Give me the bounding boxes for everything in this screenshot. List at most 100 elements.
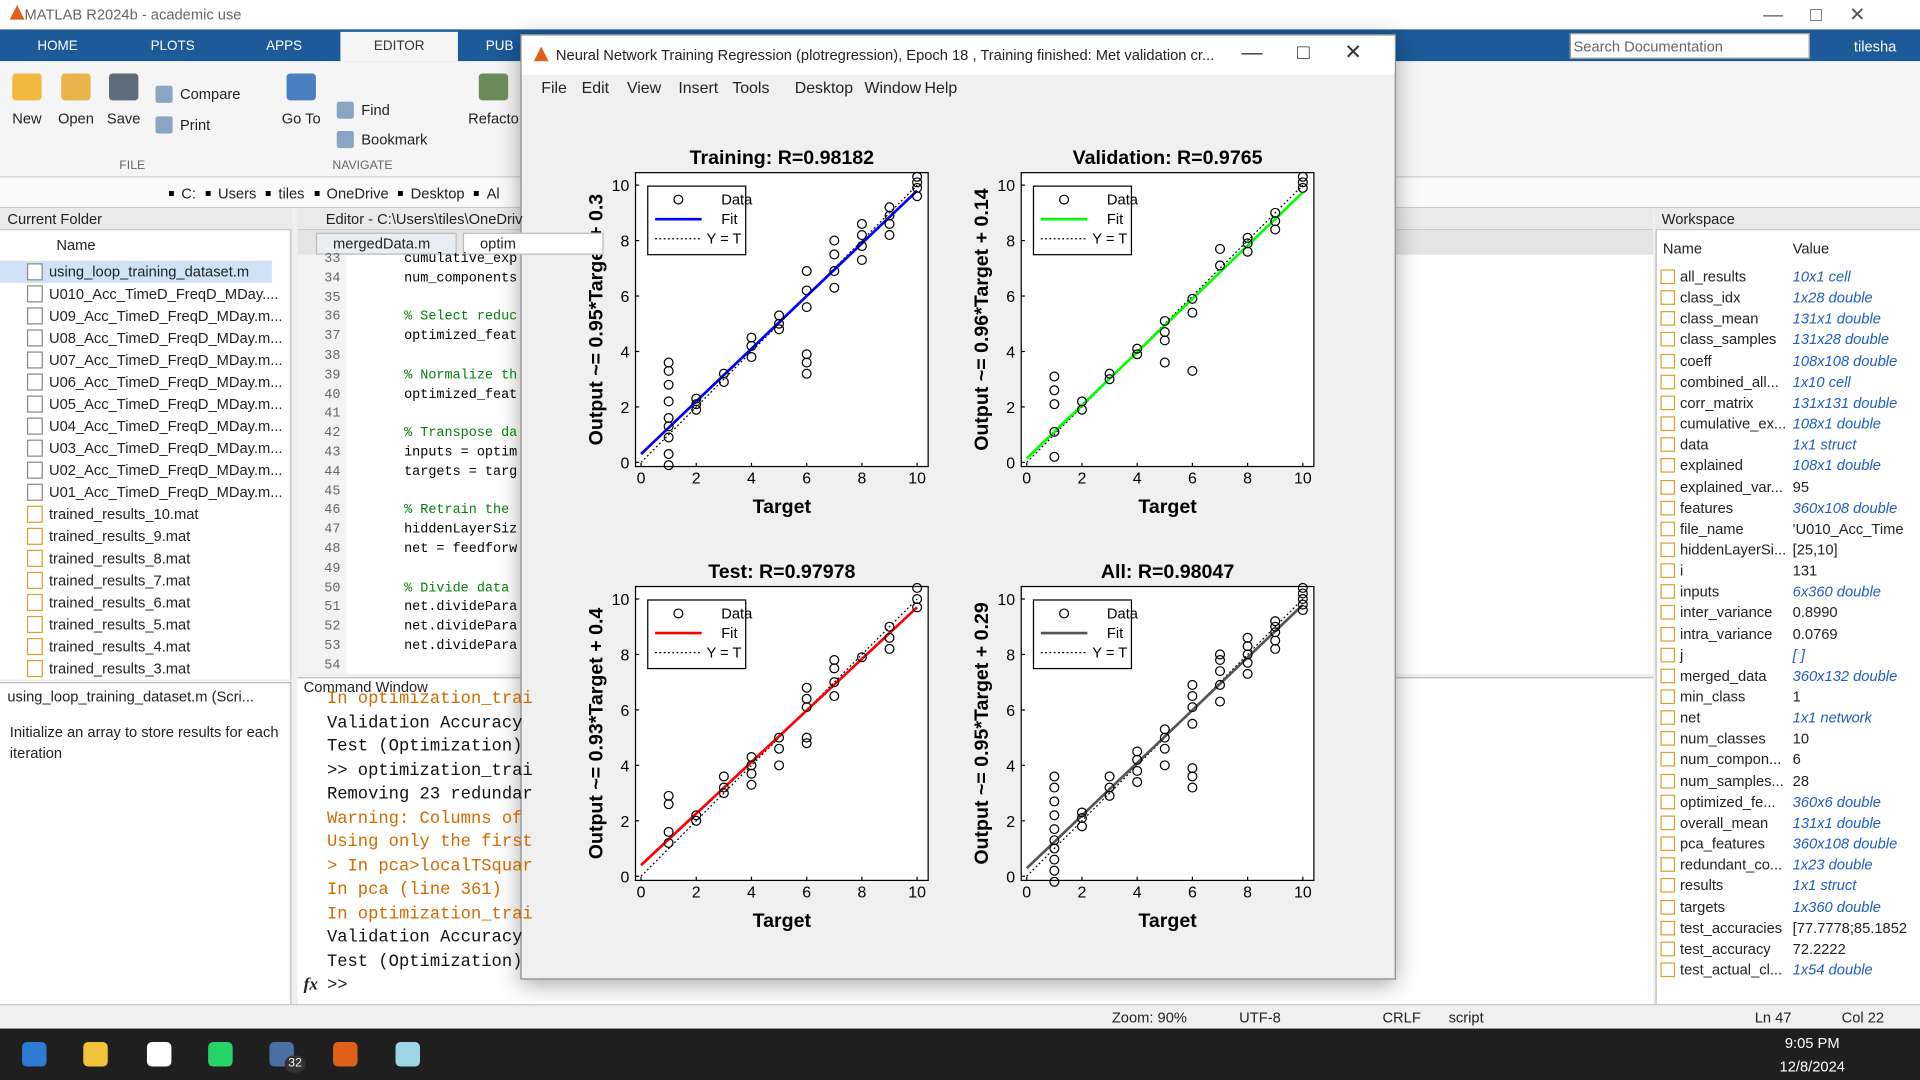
ribbon-button[interactable]: Refacto [468,110,519,128]
variable-name[interactable]: coeff [1680,352,1712,370]
variable-name[interactable]: min_class [1680,688,1746,706]
file-item[interactable]: U07_Acc_TimeD_FreqD_MDay.m... [48,351,283,369]
variable-name[interactable]: j [1680,646,1684,664]
file-item[interactable]: trained_results_8.mat [48,549,191,567]
variable-name[interactable]: data [1680,436,1709,454]
path-item[interactable]: Users [200,184,257,203]
taskbar-badge: 32 [284,1055,306,1073]
ribbon-tab[interactable]: PUB [485,39,514,54]
file-item[interactable]: trained_results_10.mat [48,505,199,523]
ribbon-button[interactable]: Save [106,110,141,128]
ribbon-button[interactable]: Print [180,116,211,134]
variable-name[interactable]: intra_variance [1680,625,1773,643]
figure-menu-item[interactable]: Insert [678,78,719,97]
variable-name[interactable]: explained_var... [1680,478,1783,496]
variable-name[interactable]: combined_all... [1680,373,1779,391]
variable-name[interactable]: class_idx [1680,289,1741,307]
variable-name[interactable]: overall_mean [1680,814,1769,832]
y-tick-label: 2 [1006,400,1015,417]
ribbon-button[interactable]: Go To [281,110,321,128]
path-item[interactable]: OneDrive [309,184,389,203]
editor-tab-label[interactable]: mergedData.m [333,235,431,253]
ribbon-tab[interactable]: APPS [266,39,303,54]
file-item[interactable]: U09_Acc_TimeD_FreqD_MDay.m... [48,307,283,325]
variable-icon [1660,311,1676,327]
variable-name[interactable]: corr_matrix [1680,394,1754,412]
file-item[interactable]: U01_Acc_TimeD_FreqD_MDay.m... [48,483,283,501]
ribbon-tab[interactable]: PLOTS [150,39,195,54]
ribbon-tab[interactable]: EDITOR [373,39,425,54]
data-point [746,752,757,763]
variable-name[interactable]: num_samples... [1680,772,1784,790]
editor-tab-label[interactable]: optim [480,235,516,253]
figure-menu-item[interactable]: File [541,78,567,97]
variable-name[interactable]: redundant_co... [1680,856,1783,874]
line-number: 52 [324,619,341,635]
path-item[interactable]: Desktop [393,184,465,203]
figure-controls[interactable]: — □ ✕ [1241,40,1362,64]
variable-name[interactable]: hiddenLayerSi... [1680,541,1787,559]
file-item[interactable]: U06_Acc_TimeD_FreqD_MDay.m... [48,373,283,391]
variable-name[interactable]: pca_features [1680,835,1765,853]
ribbon-button[interactable]: Find [361,101,390,119]
variable-name[interactable]: all_results [1680,268,1747,286]
variable-name[interactable]: test_accuracies [1680,919,1783,937]
ribbon-button[interactable]: Bookmark [361,131,428,149]
file-item[interactable]: using_loop_training_dataset.m [48,263,250,281]
file-item[interactable]: trained_results_3.mat [48,660,191,678]
variable-name[interactable]: net [1680,709,1701,727]
button-icon [12,73,42,101]
line-number: 43 [324,445,341,461]
file-item[interactable]: U02_Acc_TimeD_FreqD_MDay.m... [48,461,283,479]
file-item[interactable]: trained_results_4.mat [48,637,191,656]
file-item[interactable]: trained_results_7.mat [48,571,191,589]
variable-name[interactable]: class_samples [1680,331,1777,349]
file-item[interactable]: trained_results_9.mat [48,527,191,545]
active-tab[interactable] [340,31,458,62]
variable-name[interactable]: features [1680,499,1734,517]
figure-menu-item[interactable]: Window [864,78,922,97]
file-item[interactable]: U010_Acc_TimeD_FreqD_MDay.... [48,285,279,303]
variable-name[interactable]: merged_data [1680,667,1767,685]
title-bar [0,0,1920,30]
variable-name[interactable]: targets [1680,898,1725,916]
figure-menu-item[interactable]: View [626,78,662,97]
ribbon-button[interactable]: Open [57,110,94,128]
file-item[interactable]: trained_results_5.mat [48,615,191,634]
variable-name[interactable]: test_actual_cl... [1680,961,1783,979]
figure-menu-item[interactable]: Edit [581,78,610,97]
command-prompt: >> [326,975,348,996]
variable-name[interactable]: num_classes [1680,730,1766,748]
figure-menu-item[interactable]: Desktop [794,78,854,97]
variable-name[interactable]: i [1680,562,1684,580]
file-item[interactable]: U05_Acc_TimeD_FreqD_MDay.m... [48,395,283,413]
variable-name[interactable]: results [1680,877,1724,895]
path-item[interactable]: Al [469,184,500,203]
ribbon-button[interactable]: Compare [180,85,241,103]
variable-name[interactable]: explained [1680,457,1743,475]
ribbon-button[interactable]: New [12,110,42,128]
variable-name[interactable]: cumulative_ex... [1680,415,1787,433]
user-name: tilesha [1853,37,1897,56]
file-item[interactable]: trained_results_6.mat [48,593,191,612]
variable-name[interactable]: test_accuracy [1680,940,1771,958]
file-item[interactable]: U03_Acc_TimeD_FreqD_MDay.m... [48,439,283,457]
variable-name[interactable]: num_compon... [1680,751,1782,769]
path-item[interactable]: C: [164,184,196,203]
variable-name[interactable]: inter_variance [1680,604,1773,622]
variable-name[interactable]: inputs [1680,583,1720,601]
variable-name[interactable]: class_mean [1680,310,1759,328]
ribbon-tab[interactable]: HOME [37,39,78,54]
figure-menu-item[interactable]: Tools [732,78,770,97]
file-item[interactable]: U08_Acc_TimeD_FreqD_MDay.m... [48,329,283,347]
window-controls[interactable]: — □ ✕ [1763,4,1866,26]
variable-name[interactable]: file_name [1680,520,1744,538]
legend-label: Y = T [1092,232,1127,248]
variable-name[interactable]: optimized_fe... [1680,793,1776,811]
path-item[interactable]: tiles [261,184,305,203]
file-item[interactable]: U04_Acc_TimeD_FreqD_MDay.m... [48,417,283,435]
figure-menu-item[interactable]: Help [924,78,958,97]
search-box[interactable] [1569,33,1810,59]
variable-value: [25,10] [1792,541,1838,559]
data-point [718,368,729,379]
